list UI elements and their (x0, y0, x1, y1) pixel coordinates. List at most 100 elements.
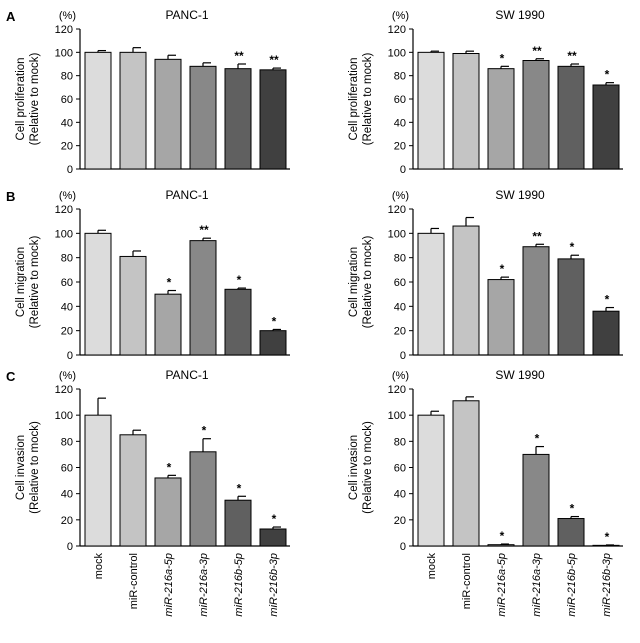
y-tick-label: 20 (61, 326, 73, 338)
significance-marker: * (202, 424, 207, 438)
y-tick-label: 40 (61, 489, 73, 501)
bar (487, 279, 515, 356)
y-tick-label: 100 (388, 410, 406, 422)
y-axis-unit: (%) (392, 10, 409, 22)
chart-panel-A-right: (%) SW 1990 Cell proliferation (Relative to… (348, 8, 623, 176)
chart-title: SW 1990 (495, 8, 545, 22)
y-axis-unit: (%) (59, 10, 76, 22)
y-tick-label: 0 (400, 350, 406, 362)
y-axis-label: Cell proliferation (Relative to mock) (348, 53, 374, 146)
significance-marker: ** (532, 229, 542, 243)
y-tick-label: 40 (61, 301, 73, 313)
x-category-label: miR-216a-3p (198, 553, 210, 617)
y-tick-label: 60 (394, 94, 406, 106)
chart-title: SW 1990 (495, 188, 545, 202)
bar (119, 255, 147, 356)
y-tick-label: 80 (61, 71, 73, 83)
y-tick-label: 0 (67, 164, 73, 176)
y-tick-label: 100 (388, 47, 406, 59)
y-tick-label: 0 (67, 541, 73, 553)
y-axis-label: Cell migration (Relative to mock) (15, 236, 41, 329)
chart-panel-C-left: C (%) PANC-1 Cell invasion (Relative to mock… (6, 368, 290, 617)
y-tick-label: 60 (61, 277, 73, 289)
y-axis-unit: (%) (392, 370, 409, 382)
panel-letter: A (6, 9, 16, 24)
chart-title: SW 1990 (495, 368, 545, 382)
chart-title: PANC-1 (165, 8, 208, 22)
y-tick-label: 60 (61, 94, 73, 106)
y-tick-label: 120 (55, 204, 73, 216)
x-category-label: mock (426, 553, 438, 580)
significance-marker: ** (567, 49, 577, 63)
y-tick-label: 80 (61, 436, 73, 448)
bar (189, 240, 217, 356)
significance-marker: * (605, 530, 610, 544)
y-tick-label: 120 (55, 24, 73, 36)
significance-marker: * (237, 273, 242, 287)
chart-panel-C-right: (%) SW 1990 Cell invasion (Relative to mock… (348, 368, 623, 617)
significance-marker: * (500, 529, 505, 543)
chart-panel-A-left: A (%) PANC-1 Cell proliferation (Relative to… (6, 8, 290, 176)
bar (592, 84, 620, 170)
bar (189, 65, 217, 170)
significance-marker: * (605, 68, 610, 82)
y-axis-label-line: (Relative to mock) (29, 421, 41, 514)
bar (522, 60, 550, 170)
bar (557, 518, 585, 547)
bar (592, 310, 620, 356)
y-tick-label: 0 (67, 350, 73, 362)
significance-marker: * (237, 481, 242, 495)
y-axis-unit: (%) (59, 190, 76, 202)
y-tick-label: 120 (55, 384, 73, 396)
x-category-label: miR-control (461, 553, 473, 609)
bar (154, 58, 182, 170)
significance-marker: * (272, 314, 277, 328)
bar (224, 68, 252, 170)
x-category-label: miR-216a-5p (496, 553, 508, 617)
bar (154, 293, 182, 356)
x-category-label: miR-control (128, 553, 140, 609)
bar (259, 330, 287, 356)
bar (487, 68, 515, 170)
y-tick-label: 40 (61, 117, 73, 129)
significance-marker: * (535, 432, 540, 446)
y-tick-label: 20 (61, 515, 73, 527)
y-axis-label-line: (Relative to mock) (362, 236, 374, 329)
significance-marker: * (605, 293, 610, 307)
bar (259, 528, 287, 547)
y-tick-label: 20 (394, 141, 406, 153)
y-tick-label: 80 (394, 436, 406, 448)
significance-marker: * (500, 262, 505, 276)
y-axis-label-line: (Relative to mock) (29, 236, 41, 329)
y-tick-label: 120 (388, 204, 406, 216)
y-tick-label: 100 (55, 410, 73, 422)
bar (259, 69, 287, 170)
y-axis-label-line: Cell migration (348, 247, 360, 317)
significance-marker: ** (532, 44, 542, 58)
bar (417, 51, 445, 170)
y-axis-label-line: (Relative to mock) (362, 421, 374, 514)
y-tick-label: 100 (388, 228, 406, 240)
y-axis-label: Cell migration (Relative to mock) (348, 236, 374, 329)
significance-marker: ** (234, 49, 244, 63)
y-axis-label-line: Cell proliferation (15, 57, 27, 140)
bar (557, 258, 585, 356)
x-category-label: miR-216b-5p (566, 553, 578, 617)
y-axis-unit: (%) (59, 370, 76, 382)
bar (119, 51, 147, 170)
y-tick-label: 0 (400, 164, 406, 176)
chart-panel-B-left: B (%) PANC-1 Cell migration (Relative to moc… (6, 188, 290, 362)
x-category-label: miR-216b-3p (601, 553, 613, 617)
bar (557, 65, 585, 170)
y-axis-label-line: Cell migration (15, 247, 27, 317)
y-tick-label: 120 (388, 24, 406, 36)
y-tick-label: 80 (394, 253, 406, 265)
y-axis-label-line: (Relative to mock) (362, 53, 374, 146)
y-tick-label: 100 (55, 47, 73, 59)
significance-marker: * (500, 51, 505, 65)
y-tick-label: 60 (394, 463, 406, 475)
bar (417, 414, 445, 547)
bar (452, 400, 480, 547)
y-tick-label: 20 (394, 326, 406, 338)
y-axis-unit: (%) (392, 190, 409, 202)
